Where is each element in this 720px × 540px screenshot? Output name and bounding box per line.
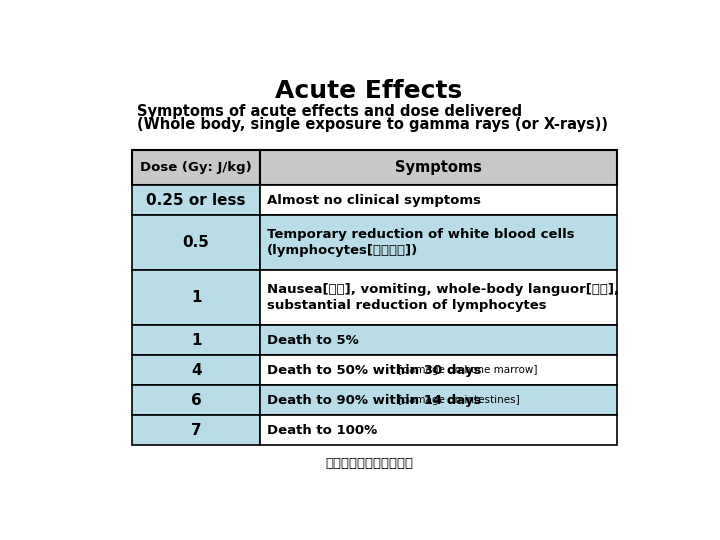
Text: 0.25 or less: 0.25 or less [146,193,246,207]
Text: (lymphocytes[リンパ球]): (lymphocytes[リンパ球]) [267,244,418,257]
Bar [132,385,261,415]
Text: Dose (Gy: J/kg): Dose (Gy: J/kg) [140,161,252,174]
Text: Acute Effects: Acute Effects [275,79,463,103]
Text: Nausea[悪心], vomiting, whole-body languor[倦怠],: Nausea[悪心], vomiting, whole-body languor… [267,284,619,296]
Bar [132,325,261,355]
Text: Death to 50% within 30 days: Death to 50% within 30 days [267,364,482,377]
Text: substantial reduction of lymphocytes: substantial reduction of lymphocytes [267,299,546,312]
Text: Death to 5%: Death to 5% [267,334,359,347]
Bar [261,215,617,270]
Text: 0.5: 0.5 [183,235,210,250]
Bar [132,270,261,325]
Text: Symptoms of acute effects and dose delivered: Symptoms of acute effects and dose deliv… [138,104,523,119]
Bar [261,325,617,355]
Bar [261,185,617,215]
Bar [261,270,617,325]
Text: Temporary reduction of white blood cells: Temporary reduction of white blood cells [267,228,575,241]
Bar [261,385,617,415]
Text: 1: 1 [191,333,202,348]
Text: 7: 7 [191,423,202,438]
Text: Symptoms: Symptoms [395,160,482,175]
Text: (Whole body, single exposure to gamma rays (or X-rays)): (Whole body, single exposure to gamma ra… [138,117,608,132]
Text: 大学等放射線施設協議会: 大学等放射線施設協議会 [325,457,413,470]
Text: Almost no clinical symptoms: Almost no clinical symptoms [267,193,481,207]
Bar [261,415,617,445]
Bar [261,150,617,185]
Bar [261,355,617,385]
Text: Death to 90% within 14 days: Death to 90% within 14 days [267,394,482,407]
Text: 4: 4 [191,363,202,377]
Text: [damage on bone marrow]: [damage on bone marrow] [395,365,538,375]
Bar [132,355,261,385]
Bar [132,185,261,215]
Bar [132,215,261,270]
Text: Death to 100%: Death to 100% [267,424,377,437]
Bar [132,415,261,445]
Text: [damage on intestines]: [damage on intestines] [395,395,520,405]
Bar [132,150,261,185]
Text: 1: 1 [191,290,202,305]
Text: 6: 6 [191,393,202,408]
